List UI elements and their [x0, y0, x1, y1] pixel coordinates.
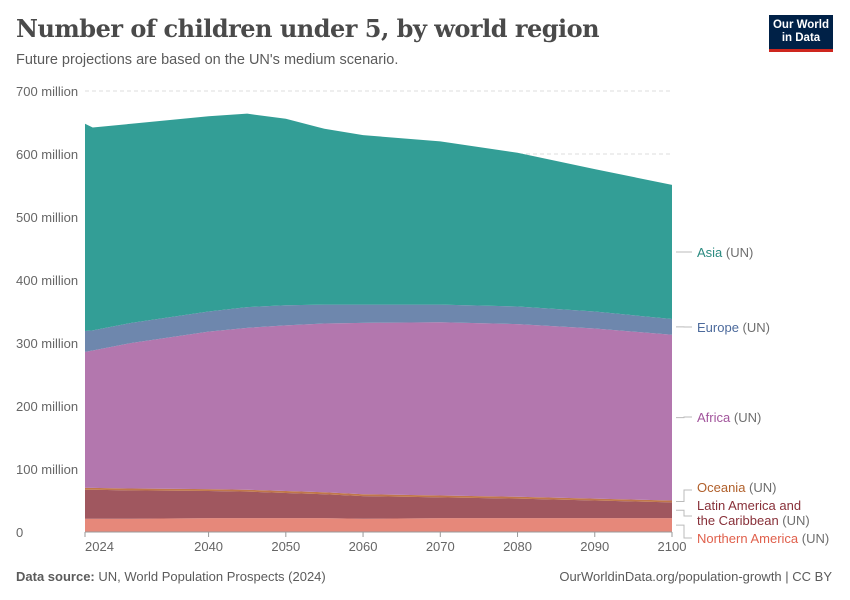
x-tick-label: 2080 — [503, 539, 532, 554]
x-tick-label: 2090 — [580, 539, 609, 554]
legend-latin-america[interactable]: Latin America and the Caribbean (UN) — [697, 498, 810, 528]
legend-oceania[interactable]: Oceania (UN) — [697, 480, 777, 495]
x-tick-label: 2070 — [426, 539, 455, 554]
y-tick-label: 0 — [16, 525, 23, 540]
x-tick-label: 2050 — [271, 539, 300, 554]
y-tick-label: 700 million — [16, 84, 78, 99]
area-africa[interactable] — [85, 322, 672, 501]
legend-connector — [676, 489, 692, 502]
area-northern-america[interactable] — [85, 518, 672, 532]
x-tick-label: 2100 — [658, 539, 687, 554]
area-europe[interactable] — [85, 304, 672, 352]
legend-asia[interactable]: Asia (UN) — [697, 245, 754, 260]
legend-northern-america[interactable]: Northern America (UN) — [697, 531, 830, 546]
owid-logo[interactable]: Our World in Data — [769, 15, 833, 52]
area-oceania[interactable] — [85, 487, 672, 503]
data-source: Data source: UN, World Population Prospe… — [16, 569, 326, 584]
footer-link[interactable]: OurWorldinData.org/population-growth | C… — [559, 569, 832, 584]
area-latin-america-and-the-caribbean[interactable] — [85, 489, 672, 519]
x-tick-label: 2060 — [349, 539, 378, 554]
area-asia[interactable] — [85, 113, 672, 332]
x-tick-label: 2040 — [194, 539, 223, 554]
y-tick-label: 600 million — [16, 147, 78, 162]
y-tick-label: 500 million — [16, 210, 78, 225]
chart-subtitle: Future projections are based on the UN's… — [16, 52, 399, 68]
x-tick-label: 2024 — [85, 539, 114, 554]
y-tick-label: 300 million — [16, 336, 78, 351]
chart-title: Number of children under 5, by world reg… — [16, 14, 600, 43]
legend-africa[interactable]: Africa (UN) — [697, 410, 762, 425]
legend-connector — [676, 416, 692, 419]
legend-connector — [676, 509, 692, 517]
y-tick-label: 200 million — [16, 399, 78, 414]
y-tick-label: 400 million — [16, 273, 78, 288]
legend-europe[interactable]: Europe (UN) — [697, 320, 770, 335]
y-tick-label: 100 million — [16, 462, 78, 477]
legend-connector — [676, 524, 692, 539]
